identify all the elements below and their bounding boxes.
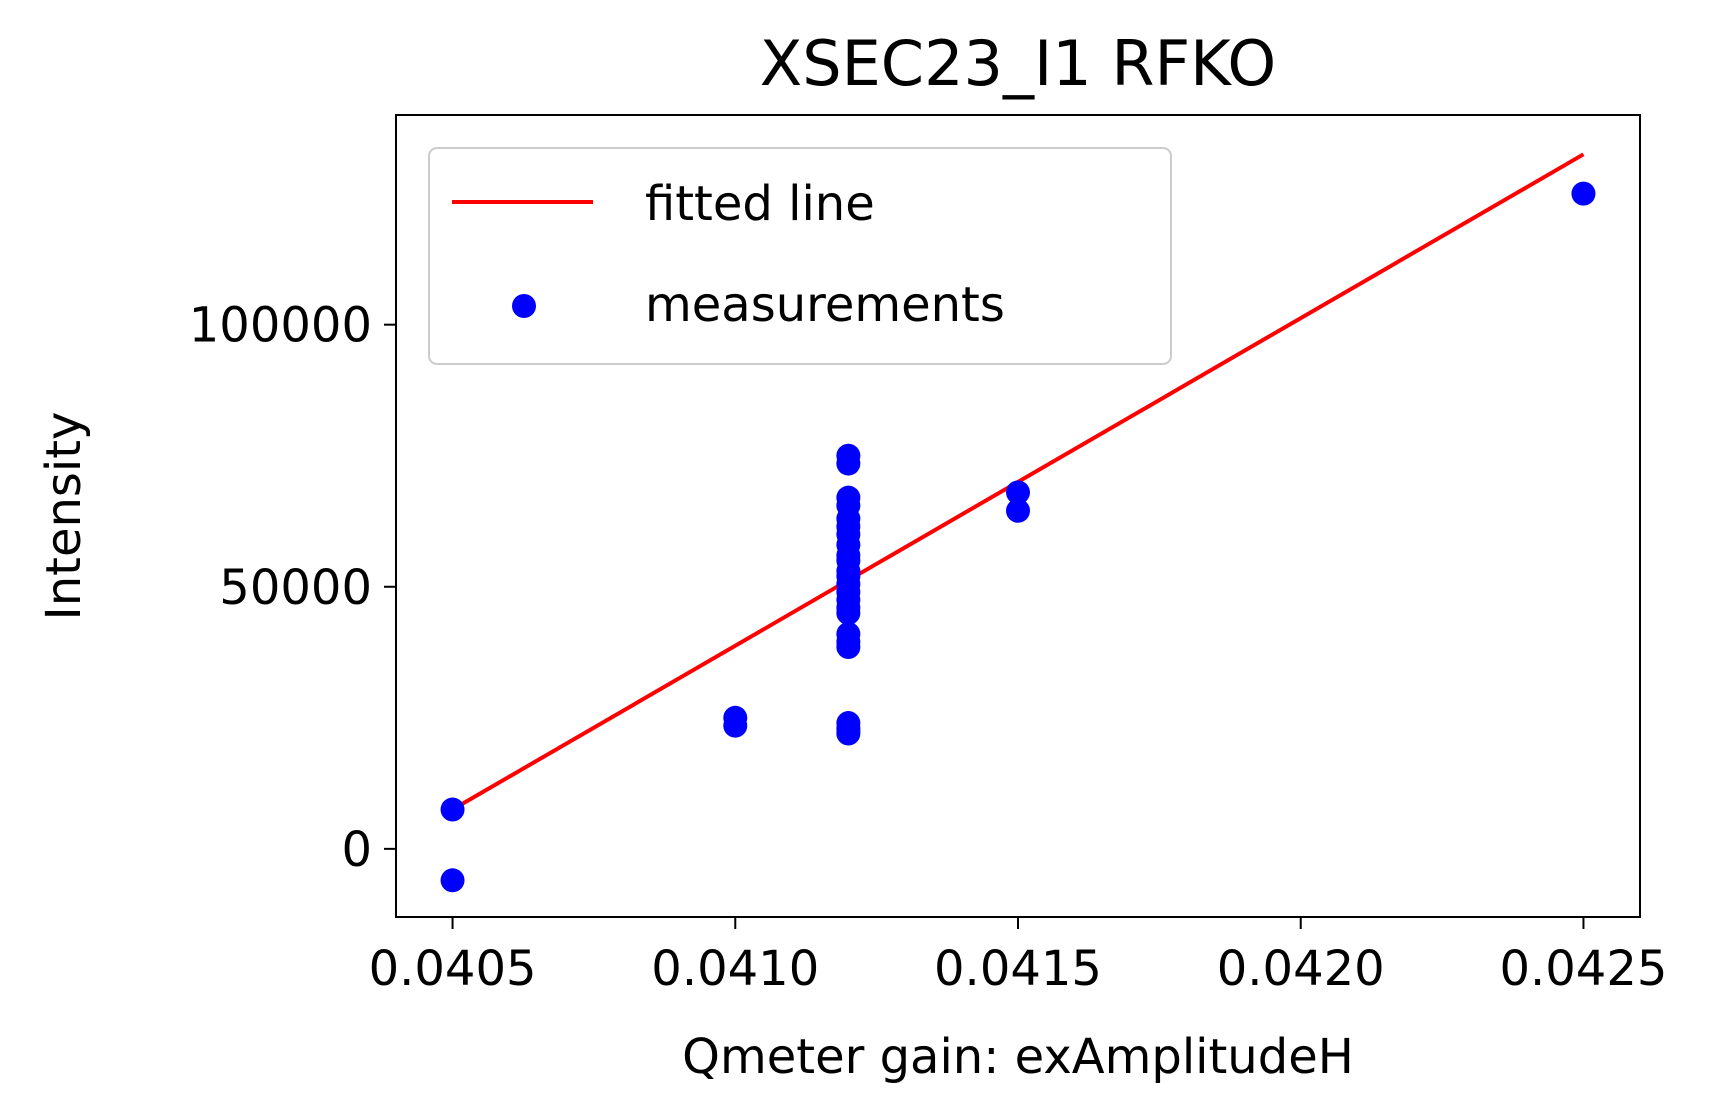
x-axis: 0.0405 0.0410 0.0415 0.0420 0.0425 — [369, 917, 1667, 997]
x-tick-label: 0.0415 — [934, 941, 1102, 997]
y-axis: 0 50000 100000 — [189, 298, 396, 878]
measurement-point — [1006, 498, 1030, 523]
y-tick-label: 0 — [341, 822, 372, 878]
x-tick-label: 0.0425 — [1499, 941, 1667, 997]
x-tick-label: 0.0420 — [1217, 941, 1385, 997]
chart-title: XSEC23_I1 RFKO — [760, 27, 1276, 100]
legend-measurements-label: measurements — [645, 277, 1005, 333]
measurements-layer — [440, 181, 1596, 893]
y-axis-label: Intensity — [36, 412, 92, 621]
legend: fitted line measurements — [428, 147, 1172, 365]
legend-box — [428, 147, 1172, 365]
measurement-point — [836, 443, 861, 468]
x-tick-label: 0.0405 — [369, 941, 537, 997]
measurement-point — [723, 713, 748, 738]
x-tick-label: 0.0410 — [651, 941, 819, 997]
measurement-point — [836, 600, 861, 625]
measurement-point — [440, 868, 465, 893]
measurement-point — [1571, 181, 1596, 206]
measurement-point — [440, 797, 465, 822]
measurement-point — [1006, 480, 1030, 505]
legend-measurements-swatch — [512, 294, 536, 318]
y-tick-label: 50000 — [219, 560, 372, 616]
measurement-point — [836, 721, 861, 746]
measurement-point — [836, 635, 861, 660]
x-axis-label: Qmeter gain: exAmplitudeH — [682, 1029, 1354, 1085]
y-tick-label: 100000 — [189, 298, 372, 354]
legend-fitted-line-label: fitted line — [645, 176, 875, 232]
